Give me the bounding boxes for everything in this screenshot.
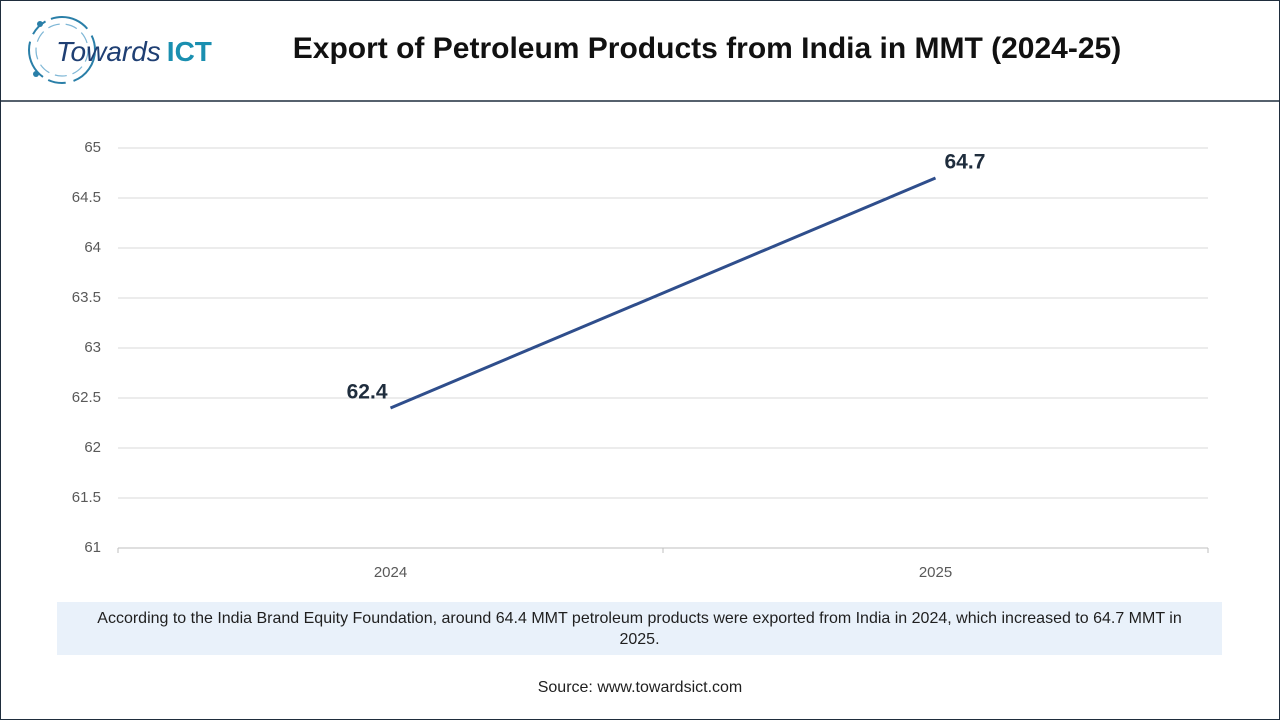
x-tick-label: 2025 <box>919 564 952 581</box>
data-label: 64.7 <box>945 151 986 174</box>
y-tick-label: 63 <box>84 339 101 356</box>
data-label: 62.4 <box>347 381 388 404</box>
chart-title: Export of Petroleum Products from India … <box>293 32 1121 65</box>
y-tick-label: 62 <box>84 439 101 456</box>
logo-highlight: ICT <box>167 36 212 67</box>
y-tick-label: 64.5 <box>72 189 101 206</box>
y-tick-label: 65 <box>84 139 101 156</box>
logo-text: Towards ICT <box>56 36 212 67</box>
logo-dot <box>33 71 39 77</box>
logo-ring <box>28 16 96 84</box>
y-tick-label: 61 <box>84 539 101 556</box>
x-tick-label: 2024 <box>374 564 407 581</box>
y-tick-label: 64 <box>84 239 101 256</box>
y-tick-label: 62.5 <box>72 389 101 406</box>
y-tick-label: 61.5 <box>72 489 101 506</box>
logo-dot <box>37 21 43 27</box>
logo-ring <box>35 23 89 77</box>
source: Source: www.towardsict.com <box>537 679 743 696</box>
y-tick-label: 63.5 <box>72 289 101 306</box>
note: According to the India Brand Equity Foun… <box>57 602 1222 655</box>
line <box>389 176 937 410</box>
logo: Towards ICT <box>28 16 212 84</box>
logo-name: Towards <box>56 36 161 67</box>
